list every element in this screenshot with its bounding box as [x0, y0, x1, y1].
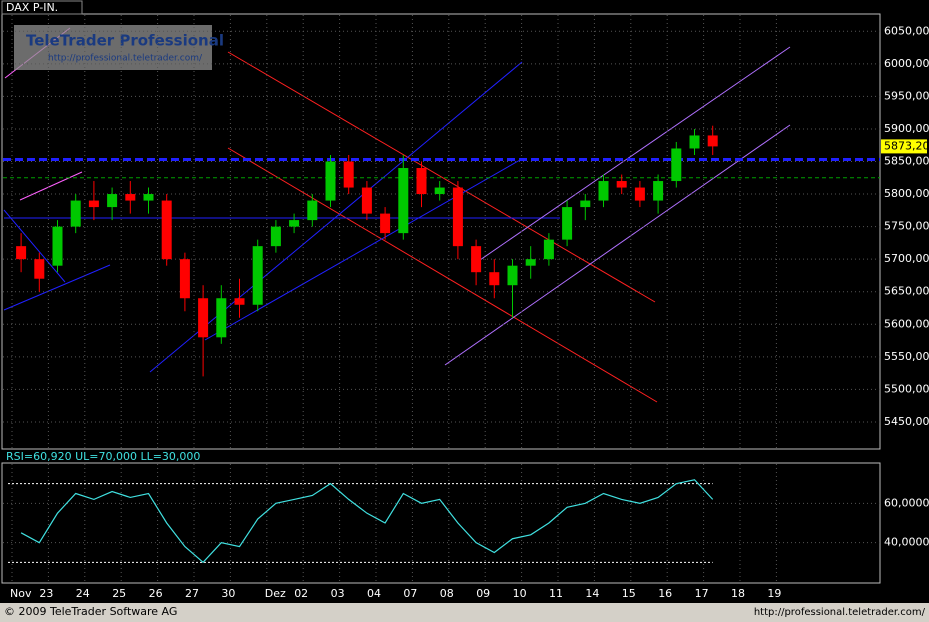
candle-body: [179, 259, 190, 299]
last-price-box: [881, 139, 927, 154]
x-tick-label: 16: [658, 587, 672, 600]
candle-body: [653, 181, 664, 201]
y-tick-label: 6050,00: [884, 24, 929, 37]
x-tick-label: 30: [221, 587, 235, 600]
candle-body: [634, 187, 645, 201]
y-tick-label: 60,0000: [884, 496, 929, 509]
x-tick-label: 07: [403, 587, 417, 600]
x-tick-label: Nov: [10, 587, 32, 600]
x-tick-label: 17: [695, 587, 709, 600]
candle-body: [525, 259, 536, 266]
candle-body: [289, 220, 300, 227]
candle-body: [471, 246, 482, 273]
x-tick-label: 18: [731, 587, 745, 600]
candle-body: [143, 194, 154, 201]
candle-body: [52, 226, 63, 266]
rsi-title: RSI=60,920 UL=70,000 LL=30,000: [6, 450, 200, 463]
logo-title: TeleTrader Professional: [26, 32, 224, 50]
candle-body: [452, 187, 463, 247]
x-tick-label: 03: [331, 587, 345, 600]
candle-body: [70, 200, 81, 227]
candle-body: [252, 246, 263, 305]
x-tick-label: 15: [622, 587, 636, 600]
candle-body: [234, 298, 245, 305]
y-tick-label: 5750,00: [884, 220, 929, 233]
price-panel: [1, 13, 881, 450]
x-tick-label: 02: [294, 587, 308, 600]
candle-body: [34, 259, 45, 279]
logo-url: http://professional.teletrader.com/: [48, 54, 203, 64]
logo-box: [14, 25, 212, 70]
y-tick-label: 5900,00: [884, 122, 929, 135]
candle-body: [543, 239, 554, 260]
x-tick-label: 10: [513, 587, 527, 600]
trend-lines: [3, 27, 791, 403]
candle-body: [580, 200, 591, 208]
candle-body: [671, 148, 682, 182]
candle-body: [398, 168, 409, 234]
candle-body: [489, 272, 500, 286]
candle-body: [125, 194, 136, 201]
candle-body: [107, 194, 118, 208]
y-tick-label: 5850,00: [884, 155, 929, 168]
candle-body: [562, 207, 573, 240]
y-tick-label: 5450,00: [884, 415, 929, 428]
candle-body: [689, 135, 700, 149]
candle-body: [161, 200, 172, 260]
candle-body: [361, 187, 372, 214]
x-tick-label: 04: [367, 587, 381, 600]
candle-body: [598, 181, 609, 201]
chart-title: DAX P-IN.: [6, 1, 58, 14]
y-tick-label: 5500,00: [884, 382, 929, 395]
candle-body: [88, 200, 99, 208]
y-tick-label: 5550,00: [884, 350, 929, 363]
candle-body: [380, 213, 391, 234]
rsi-panel: [1, 462, 881, 584]
x-tick-label: Dez: [265, 587, 286, 600]
candle-body: [507, 265, 518, 286]
y-tick-label: 5950,00: [884, 89, 929, 102]
y-tick-label: 40,0000: [884, 536, 929, 549]
x-tick-label: 19: [767, 587, 781, 600]
x-tick-label: 24: [76, 587, 90, 600]
last-price-label: 5873,20: [884, 139, 929, 152]
candle-body: [198, 298, 209, 338]
candle-body: [434, 187, 445, 195]
y-tick-label: 6000,00: [884, 57, 929, 70]
y-tick-label: 5800,00: [884, 187, 929, 200]
y-tick-label: 5600,00: [884, 317, 929, 330]
candle-body: [325, 161, 336, 201]
x-tick-label: 14: [585, 587, 599, 600]
candle-body: [343, 161, 354, 188]
copyright: © 2009 TeleTrader Software AG: [4, 605, 177, 618]
x-tick-label: 11: [549, 587, 563, 600]
footer-url: http://professional.teletrader.com/: [754, 607, 926, 618]
x-tick-label: 08: [440, 587, 454, 600]
x-tick-label: 25: [112, 587, 126, 600]
y-tick-label: 5700,00: [884, 252, 929, 265]
candle-body: [307, 200, 318, 221]
title-box: [1, 0, 83, 15]
rsi-line: [20, 479, 714, 564]
y-tick-label: 5650,00: [884, 285, 929, 298]
candle-body: [16, 246, 27, 260]
candle-body: [416, 168, 427, 195]
x-tick-label: 09: [476, 587, 490, 600]
candle-body: [707, 135, 718, 147]
candle-body: [216, 298, 227, 338]
footer-bar: [0, 603, 929, 622]
x-tick-label: 27: [185, 587, 199, 600]
candle-body: [270, 226, 281, 247]
x-tick-label: 23: [39, 587, 53, 600]
candle-body: [616, 181, 627, 188]
x-tick-label: 26: [149, 587, 163, 600]
